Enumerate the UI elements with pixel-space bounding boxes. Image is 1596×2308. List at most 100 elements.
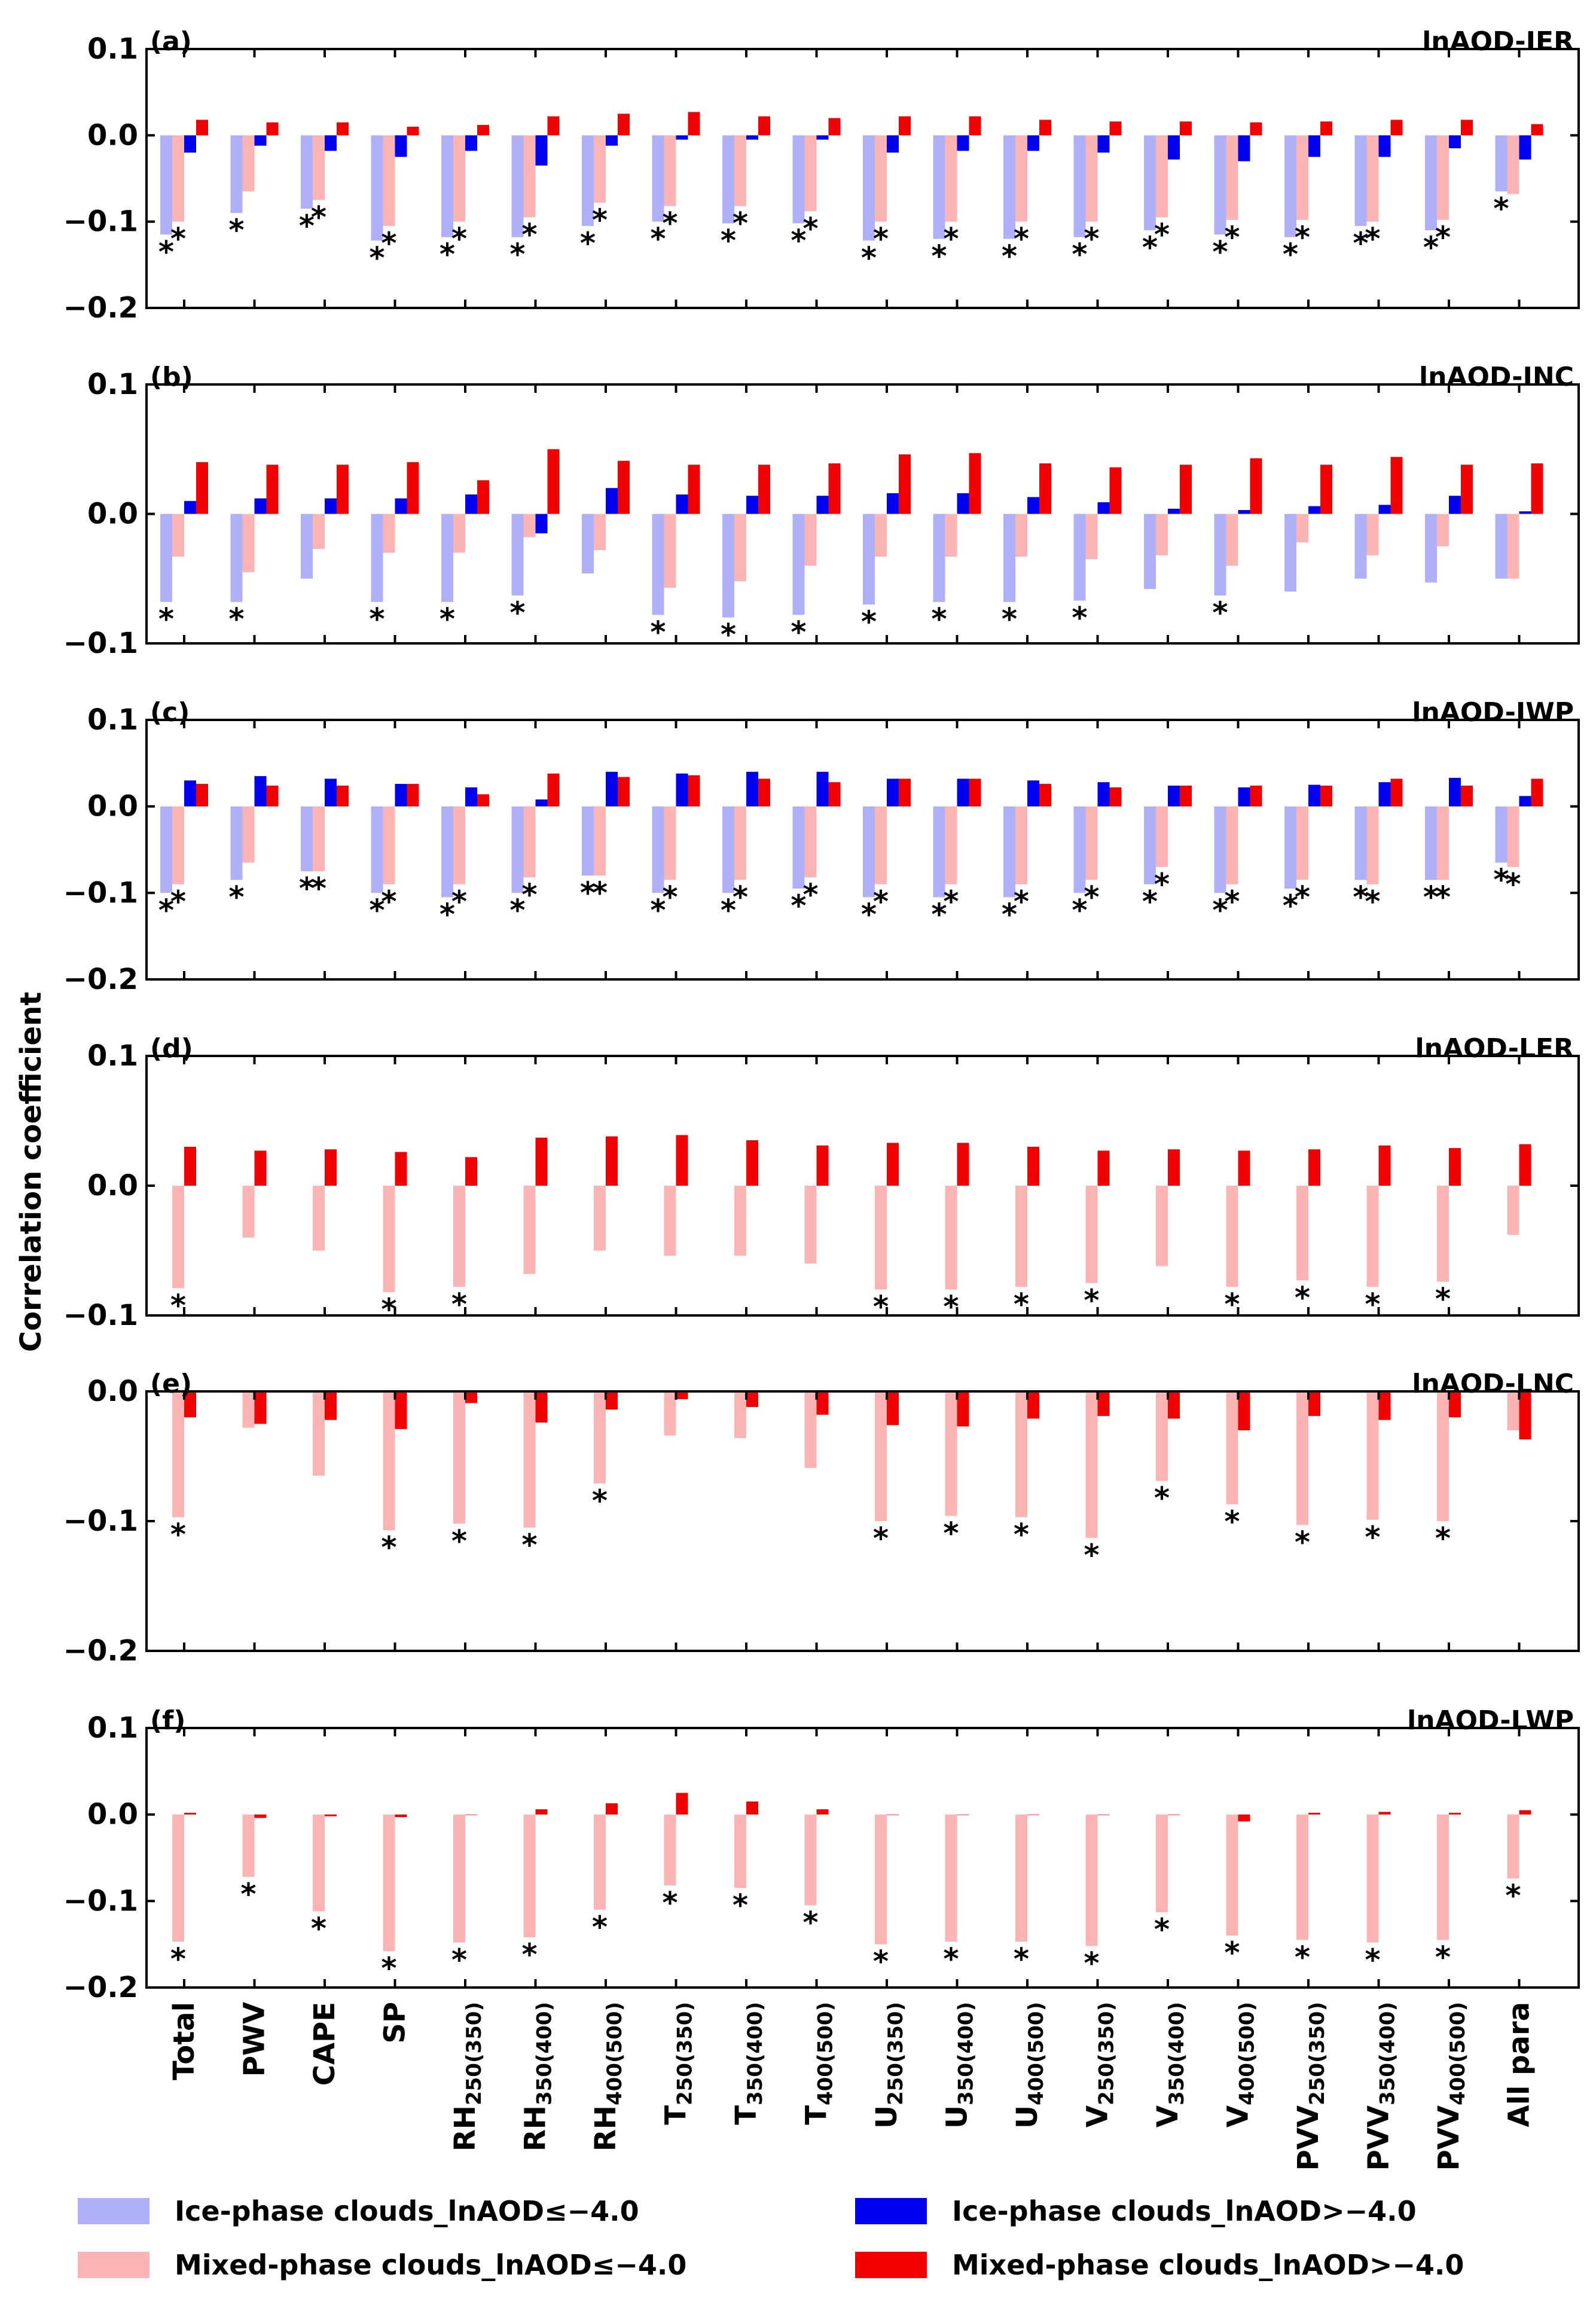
bar [746, 771, 758, 807]
significance-star: * [311, 1912, 326, 1946]
significance-star: * [369, 240, 384, 275]
significance-star: * [1353, 880, 1368, 915]
y-tick-label: −0.1 [63, 1299, 138, 1332]
significance-star: * [873, 1521, 889, 1556]
bar [172, 1186, 184, 1289]
panel-letter: (d) [150, 1033, 193, 1064]
bar [196, 462, 208, 514]
category-label: CAPE [308, 2002, 341, 2086]
bar [1156, 1814, 1168, 1913]
bar [1437, 1391, 1449, 1521]
category-label: U400(500) [1011, 2002, 1048, 2129]
significance-star: * [451, 222, 467, 257]
bar [969, 779, 981, 807]
bar [1531, 124, 1543, 136]
significance-star: * [521, 1528, 537, 1562]
significance-star: * [1002, 602, 1017, 637]
bars [172, 1135, 1531, 1292]
bar [242, 135, 255, 192]
significance-star: * [592, 203, 608, 237]
bar [1320, 785, 1332, 807]
panel-frame [145, 1055, 1580, 1317]
legend-label: Mixed-phase clouds_lnAOD≤−4.0 [175, 2249, 686, 2281]
bar [1507, 806, 1519, 867]
bar [441, 135, 453, 237]
significance-star: * [1493, 863, 1509, 897]
bar [1308, 135, 1320, 157]
y-tick-label: −0.2 [63, 1634, 138, 1668]
bar [1437, 806, 1449, 880]
bar [477, 125, 489, 136]
bar [453, 806, 465, 884]
category-label: U250(350) [870, 2002, 908, 2129]
significance-star: * [662, 1885, 678, 1920]
bar [325, 135, 337, 151]
bar [1320, 465, 1332, 514]
significance-star: * [1505, 1879, 1521, 1913]
significance-star: * [1154, 1481, 1170, 1516]
bar [594, 1814, 606, 1910]
bar [828, 118, 841, 136]
significance-star: * [733, 880, 748, 915]
bar [523, 806, 536, 878]
bar [1097, 1150, 1110, 1186]
significance-star: * [1295, 1525, 1310, 1560]
significance-star: * [240, 1877, 256, 1912]
bar [395, 1391, 407, 1429]
bar [1238, 1391, 1250, 1431]
significance-stars: * * ** * * * * * * * * * * * * * * * ** * * * * * * * * * * * * * * * * * * [158, 863, 1521, 932]
significance-star: * [1423, 880, 1439, 915]
significance-star: * [943, 222, 959, 257]
bar [383, 806, 395, 884]
bar [664, 135, 676, 206]
significance-star: * [1224, 884, 1240, 919]
significance-star: * [733, 1888, 748, 1923]
y-tick-label: −0.1 [63, 1884, 138, 1918]
bar [160, 514, 172, 602]
panels: ** ** * * * * * * * * * * * * * * ***** * * * * * * * * * * * * * * *0.… [63, 26, 1580, 2004]
bar [664, 806, 676, 880]
bar [453, 1391, 465, 1524]
bar [1308, 1391, 1320, 1416]
bar [1320, 121, 1332, 136]
bar [746, 496, 758, 514]
panel-title: lnAOD-IER [1422, 26, 1574, 57]
category-label: V250(350) [1081, 2002, 1119, 2127]
significance-stars: * * * * * * * * * * * * * * [170, 1481, 1451, 1573]
significance-star: * [650, 222, 666, 257]
bar [816, 1809, 829, 1815]
panel-frame [145, 1727, 1580, 1989]
bar [816, 135, 829, 140]
bar [1507, 1814, 1519, 1879]
bar [1308, 506, 1320, 514]
bar [1238, 787, 1250, 807]
significance-star: * [1002, 239, 1017, 274]
bar [230, 135, 243, 213]
bar [441, 514, 453, 602]
bar [1226, 806, 1238, 884]
bar [1378, 1145, 1391, 1186]
significance-star: * [228, 602, 244, 637]
bar [383, 1814, 395, 1952]
significance-star: * [1435, 220, 1451, 255]
bar [887, 135, 899, 153]
bar [184, 1391, 196, 1418]
legend-label: Ice-phase clouds_lnAOD>−4.0 [952, 2195, 1417, 2227]
y-tick-label: 0.1 [87, 32, 138, 66]
bar [1425, 514, 1437, 583]
bar [594, 514, 606, 551]
bar [535, 1137, 548, 1186]
significance-star: * [1283, 889, 1298, 923]
bar [1097, 782, 1110, 807]
bar [547, 449, 560, 514]
significance-star: * [931, 897, 947, 932]
bar [722, 135, 734, 224]
bar [1449, 135, 1461, 148]
significance-star: * [1283, 237, 1298, 272]
significance-star: * [650, 893, 666, 927]
bar [1238, 510, 1250, 514]
significance-star: * [1365, 1943, 1380, 1977]
bar [371, 806, 383, 893]
bar [1378, 1812, 1391, 1815]
